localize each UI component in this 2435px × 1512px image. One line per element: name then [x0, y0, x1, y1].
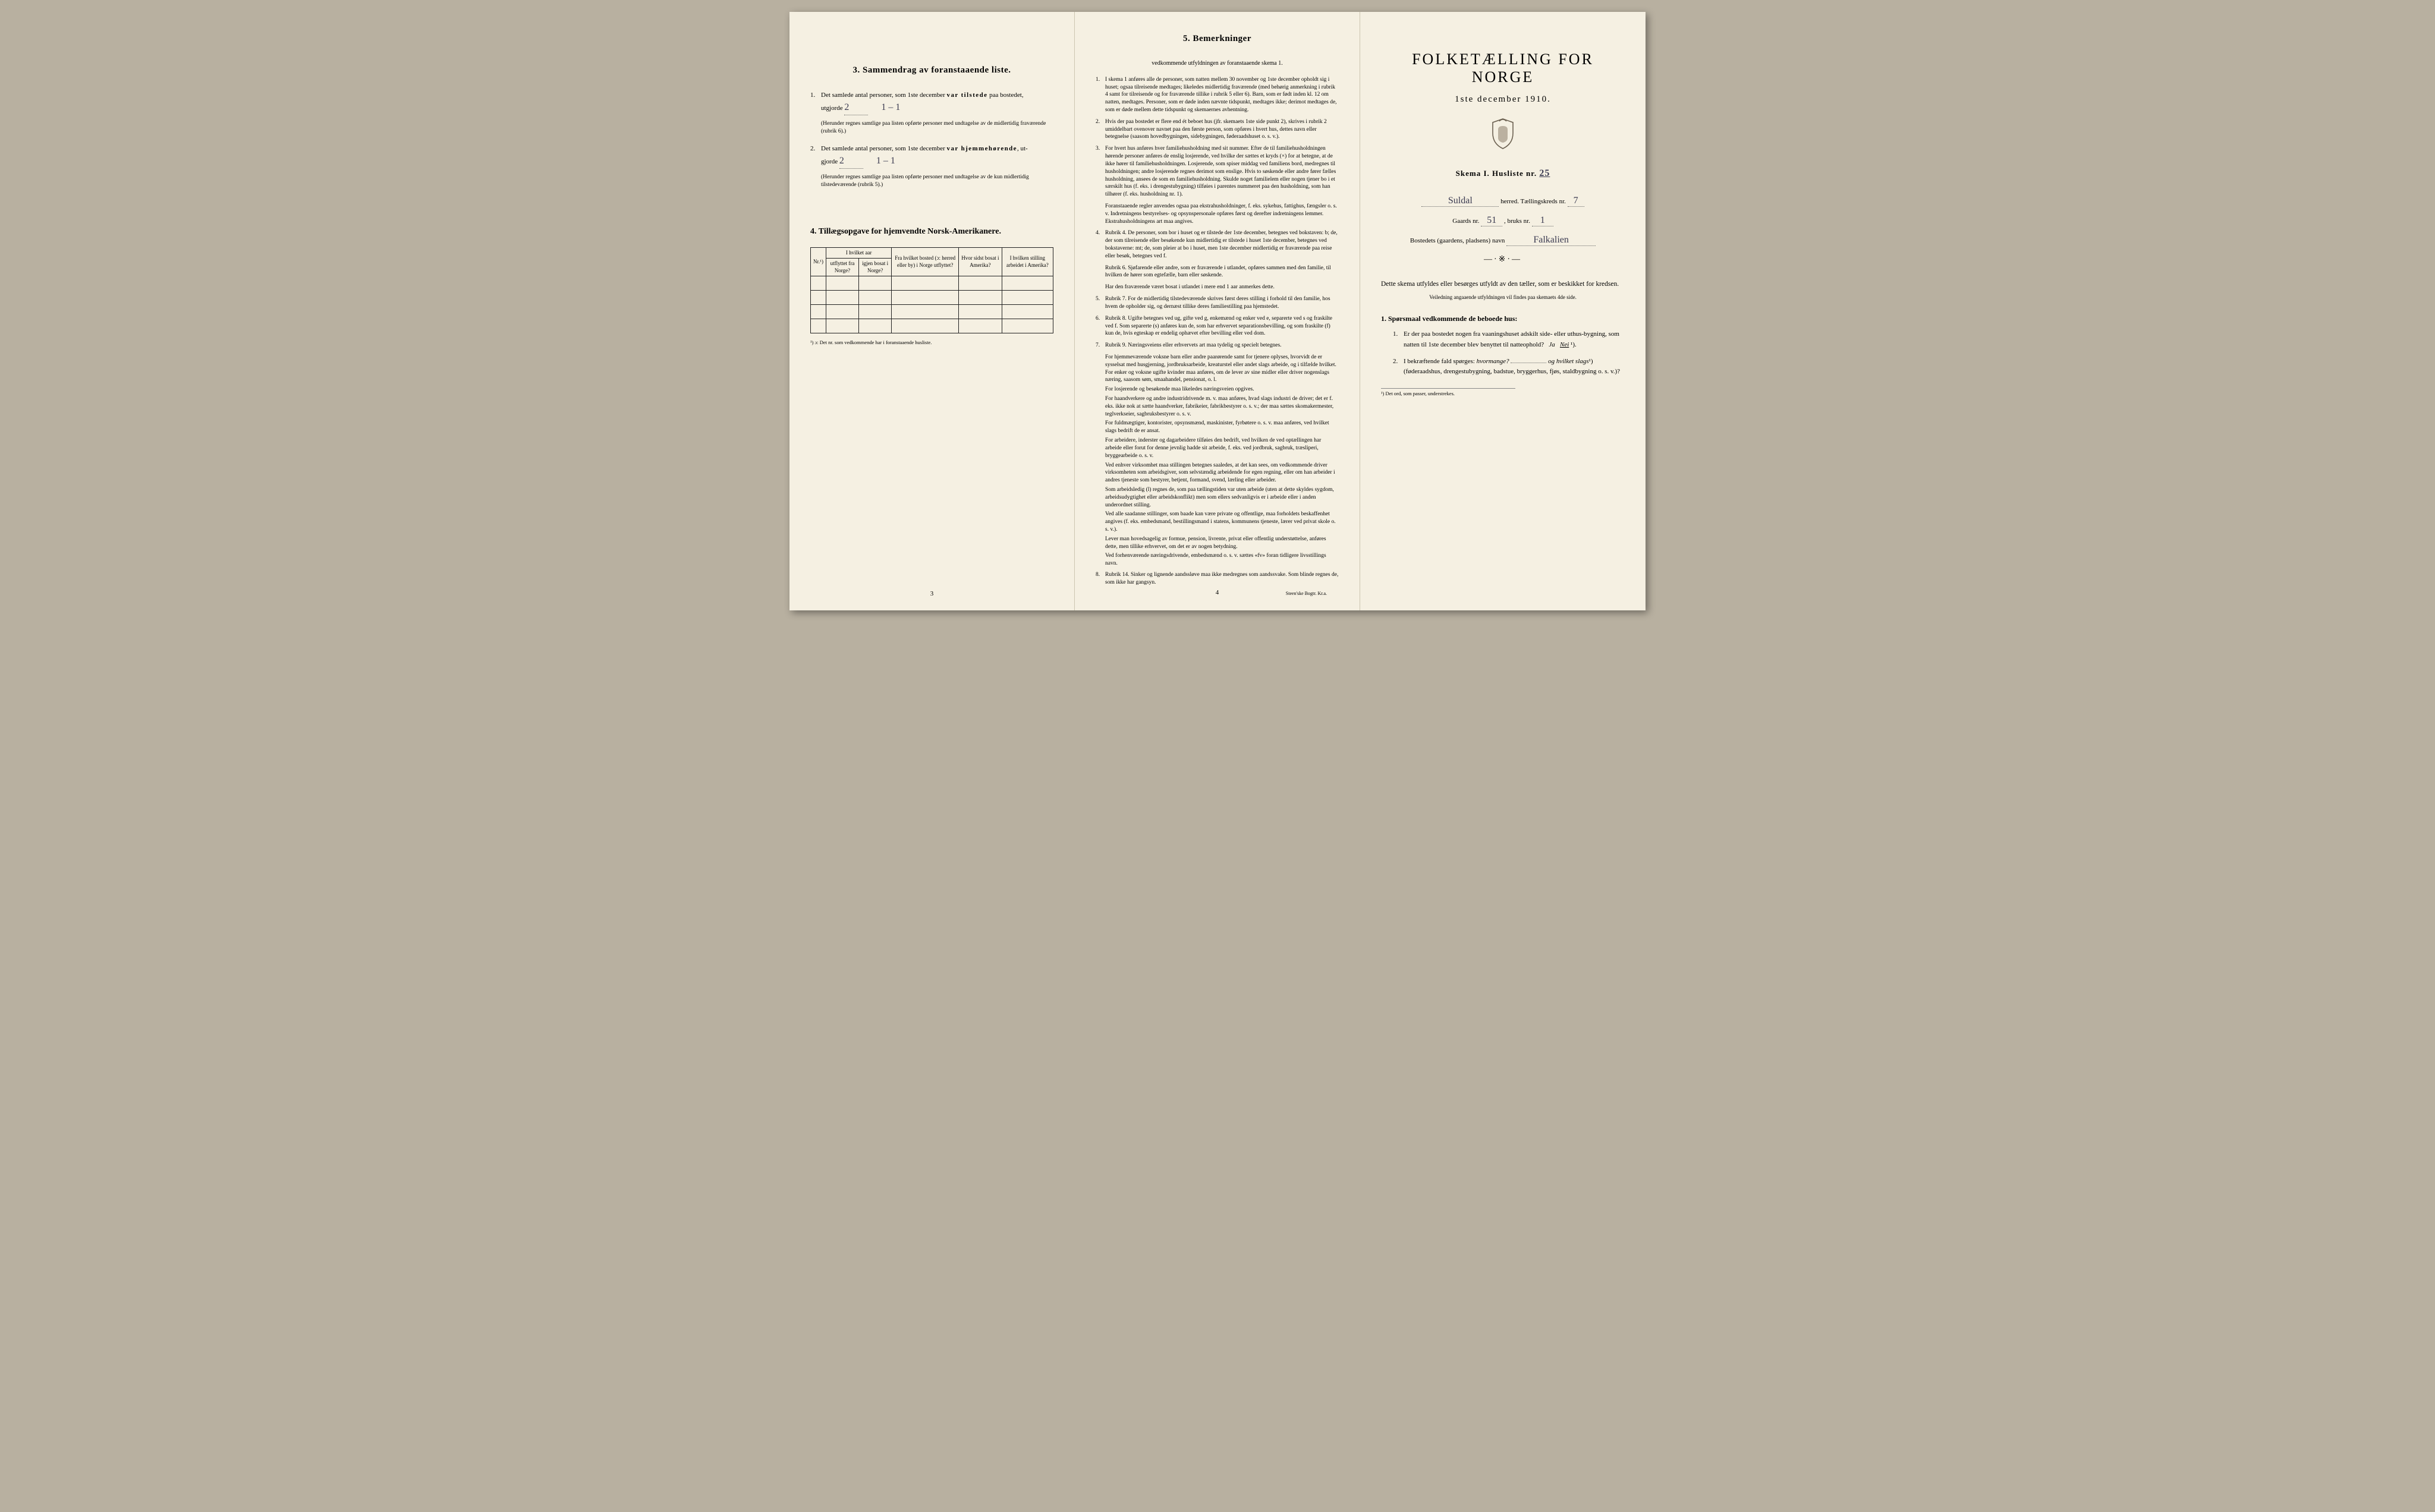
paragraph: For haandverkere og andre industridriven…	[1105, 395, 1339, 418]
bemerk-item: 5.Rubrik 7. For de midlertidig tilstedev…	[1096, 295, 1339, 311]
table-row	[811, 290, 1053, 304]
tillaeg-tbody	[811, 276, 1053, 333]
paragraph: For arbeidere, inderster og dagarbeidere…	[1105, 437, 1339, 459]
fine-print: (Herunder regnes samtlige paa listen opf…	[821, 120, 1053, 136]
page-4: 5. Bemerkninger vedkommende utfyldningen…	[1075, 12, 1360, 610]
paragraph: Ved alle saadanne stillinger, som baade …	[1105, 511, 1339, 533]
bemerk-item: 1.I skema 1 anføres alle de personer, so…	[1096, 76, 1339, 114]
handwritten-value: 25	[1539, 168, 1550, 178]
underlined-answer: Nei	[1560, 341, 1569, 348]
summary-item-2: 2. Det samlede antal personer, som 1ste …	[810, 144, 1053, 169]
skema-line: Skema I. Husliste nr. 25	[1381, 168, 1625, 179]
section3-heading: 3. Sammendrag av foranstaaende liste.	[810, 65, 1053, 75]
question-1: 1. Er der paa bostedet nogen fra vaaning…	[1393, 329, 1625, 350]
item-number: 2.	[1393, 357, 1404, 377]
printer-imprint: Steen'ske Bogtr. Kr.a.	[1286, 591, 1327, 597]
handwritten-value: 1 – 1	[876, 156, 895, 166]
paragraph: For hjemmeværende voksne barn eller andr…	[1105, 354, 1339, 384]
paragraph: Ved enhver virksomhet maa stillingen bet…	[1105, 462, 1339, 484]
table-row	[811, 304, 1053, 319]
handwritten-value: Suldal	[1421, 196, 1499, 207]
th-nr: Nr.¹)	[811, 248, 826, 276]
item-body: Det samlede antal personer, som 1ste dec…	[821, 90, 1053, 115]
page-cover: FOLKETÆLLING FOR NORGE 1ste december 191…	[1360, 12, 1646, 610]
bemerk-item: Har den fraværende været bosat i utlande…	[1096, 284, 1339, 291]
th-aar-sub2: igjen bosat i Norge?	[859, 259, 892, 276]
bemerkninger-list: 1.I skema 1 anføres alle de personer, so…	[1096, 76, 1339, 349]
herred-line: Suldal herred. Tællingskreds nr. 7	[1381, 196, 1625, 207]
handwritten-value: 51	[1481, 215, 1502, 226]
table-row	[811, 319, 1053, 333]
section5-subheading: vedkommende utfyldningen av foranstaaend…	[1096, 59, 1339, 68]
th-stilling: I hvilken stilling arbeidet i Amerika?	[1002, 248, 1053, 276]
bemerk-item: 2.Hvis der paa bostedet er flere end ét …	[1096, 118, 1339, 141]
summary-item-1: 1. Det samlede antal personer, som 1ste …	[810, 90, 1053, 115]
coat-of-arms-icon	[1381, 118, 1625, 155]
bosted-line: Bostedets (gaardens, pladsens) navn Falk…	[1381, 235, 1625, 246]
ornament-icon: ―·※·―	[1381, 254, 1625, 264]
bemerk-item: Foranstaaende regler anvendes ogsaa paa …	[1096, 203, 1339, 225]
paragraph: For losjerende og besøkende maa likelede…	[1105, 386, 1339, 393]
page-3: 3. Sammendrag av foranstaaende liste. 1.…	[789, 12, 1075, 610]
th-aar-sub1: utflyttet fra Norge?	[826, 259, 858, 276]
handwritten-value: 2	[844, 100, 868, 115]
item-number: 2.	[810, 144, 821, 169]
intro-text: Dette skema utfyldes eller besørges utfy…	[1381, 279, 1625, 289]
item-body: Det samlede antal personer, som 1ste dec…	[821, 144, 1053, 169]
paragraph: Som arbeidsledig (l) regnes de, som paa …	[1105, 486, 1339, 509]
section5-heading: 5. Bemerkninger	[1096, 33, 1339, 45]
page-number: 4	[1216, 588, 1219, 597]
table-footnote: ¹) ɔ: Det nr. som vedkommende har i fora…	[810, 339, 1053, 345]
handwritten-value: 2	[839, 154, 863, 169]
bemerk-item: 6.Rubrik 8. Ugifte betegnes ved ug, gift…	[1096, 315, 1339, 338]
bemerk-item: 3.For hvert hus anføres hver familiehush…	[1096, 145, 1339, 199]
section4-heading: 4. Tillægsopgave for hjemvendte Norsk-Am…	[810, 227, 1053, 237]
table-row	[811, 276, 1053, 290]
page-number: 3	[930, 590, 934, 597]
th-fra: Fra hvilket bosted (ɔ: herred eller by) …	[892, 248, 959, 276]
gaards-line: Gaards nr. 51 , bruks nr. 1	[1381, 215, 1625, 226]
bemerk-item: Rubrik 6. Sjøfarende eller andre, som er…	[1096, 264, 1339, 280]
paragraph: Lever man hovedsagelig av formue, pensio…	[1105, 536, 1339, 551]
paragraph: Ved forhenværende næringsdrivende, embed…	[1105, 552, 1339, 568]
intro-fine: Veiledning angaaende utfyldningen vil fi…	[1381, 294, 1625, 300]
bemerk-item: 4.Rubrik 4. De personer, som bor i huset…	[1096, 229, 1339, 260]
th-aar: I hvilket aar	[826, 248, 891, 259]
paragraph: For fuldmægtiger, kontorister, opsynsmæn…	[1105, 420, 1339, 435]
item-number: 1.	[1393, 329, 1404, 350]
handwritten-value: 7	[1568, 196, 1584, 207]
footnote: ¹) Det ord, som passer, understrekes.	[1381, 388, 1515, 396]
fine-print: (Herunder regnes samtlige paa listen opf…	[821, 174, 1053, 190]
handwritten-value: Falkalien	[1506, 235, 1596, 246]
question-heading: 1. Spørsmaal vedkommende de beboede hus:	[1381, 314, 1625, 323]
bemerk-item: 7.Rubrik 9. Næringsveiens eller erhverve…	[1096, 342, 1339, 349]
item-number: 1.	[810, 90, 821, 115]
main-title: FOLKETÆLLING FOR NORGE	[1381, 51, 1625, 86]
item-8: 8. Rubrik 14. Sinker og lignende aandssl…	[1096, 571, 1339, 587]
handwritten-value: 1	[1532, 215, 1553, 226]
handwritten-value: 1 – 1	[881, 102, 900, 112]
paragraph-block: For hjemmeværende voksne barn eller andr…	[1096, 354, 1339, 568]
th-hvor: Hvor sidst bosat i Amerika?	[959, 248, 1002, 276]
question-2: 2. I bekræftende fald spørges: hvormange…	[1393, 357, 1625, 377]
census-date: 1ste december 1910.	[1381, 94, 1625, 105]
tillaeg-table: Nr.¹) I hvilket aar Fra hvilket bosted (…	[810, 247, 1053, 333]
